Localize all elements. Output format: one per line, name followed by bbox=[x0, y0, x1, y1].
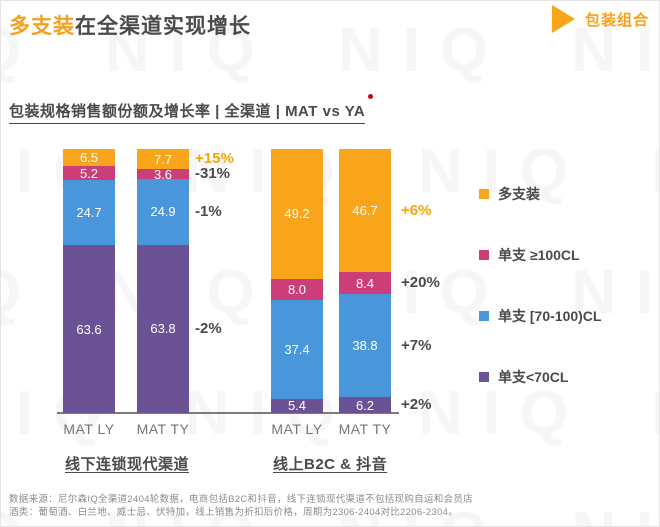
page-title-rest: 在全渠道实现增长 bbox=[75, 15, 251, 38]
growth-label: -31% bbox=[195, 165, 231, 183]
growth-label: +7% bbox=[401, 336, 432, 354]
footnote-line1: 数据来源：尼尔森IQ全渠道2404轮数据，电商包括B2C和抖音，线下连锁现代渠道… bbox=[9, 494, 473, 505]
segment-value: 7.7 bbox=[153, 151, 173, 167]
segment-value: 8.4 bbox=[355, 275, 375, 291]
segment-单支<70CL: 63.6 bbox=[63, 245, 115, 413]
segment-value: 24.9 bbox=[150, 204, 176, 220]
triangle-icon bbox=[551, 5, 575, 33]
x-axis-label: MAT TY bbox=[136, 421, 190, 437]
segment-单支 ≥100CL: 8.0 bbox=[271, 278, 323, 300]
segment-单支 [70-100)CL: 38.8 bbox=[339, 294, 391, 397]
segment-value: 6.2 bbox=[355, 397, 375, 413]
legend-label: 单支 ≥100CL bbox=[498, 247, 580, 263]
segment-单支<70CL: 5.4 bbox=[271, 398, 323, 414]
legend-swatch-icon bbox=[479, 372, 489, 382]
segment-单支 ≥100CL: 5.2 bbox=[63, 166, 115, 180]
segment-value: 8.0 bbox=[287, 281, 307, 297]
segment-单支<70CL: 63.8 bbox=[137, 244, 189, 413]
x-axis-label: MAT LY bbox=[271, 421, 323, 437]
segment-单支 ≥100CL: 8.4 bbox=[339, 272, 391, 295]
category-badge: 包装组合 bbox=[551, 5, 649, 33]
legend-label: 多支装 bbox=[498, 186, 540, 202]
growth-label: -1% bbox=[195, 202, 222, 220]
footnote-line2: 酒类：葡萄酒、白兰地、威士忌、伏特加，线上销售为折扣后价格，周期为2306-24… bbox=[9, 507, 459, 518]
growth-label: +2% bbox=[401, 396, 432, 414]
legend-swatch-icon bbox=[479, 311, 489, 321]
segment-单支 [70-100)CL: 24.7 bbox=[63, 179, 115, 246]
segment-value: 37.4 bbox=[284, 341, 310, 357]
growth-label: -2% bbox=[195, 319, 222, 337]
segment-value: 63.6 bbox=[76, 321, 102, 337]
legend-label: 单支<70CL bbox=[498, 369, 569, 385]
group-label: 线上B2C & 抖音 bbox=[273, 456, 388, 473]
segment-value: 46.7 bbox=[352, 203, 378, 219]
stacked-bar-线下连锁现代渠道-MAT LY: 6.5 5.2 24.7 63.6 bbox=[63, 149, 115, 413]
stacked-bar-线上B2C & 抖音-MAT TY: 46.7 8.4 38.8 6.2 bbox=[339, 149, 391, 414]
x-axis-label: MAT LY bbox=[63, 421, 115, 437]
segment-单支 [70-100)CL: 37.4 bbox=[271, 299, 323, 399]
x-axis-line bbox=[57, 412, 399, 414]
legend-swatch-icon bbox=[479, 189, 489, 199]
segment-value: 63.8 bbox=[150, 321, 176, 337]
segment-value: 3.6 bbox=[153, 166, 173, 182]
legend-item-多支装: 多支装 bbox=[479, 184, 540, 204]
x-axis-label: MAT TY bbox=[338, 421, 392, 437]
group-label: 线下连锁现代渠道 bbox=[65, 456, 190, 473]
segment-value: 5.4 bbox=[287, 398, 307, 414]
footnote: 数据来源：尼尔森IQ全渠道2404轮数据，电商包括B2C和抖音，线下连锁现代渠道… bbox=[9, 493, 473, 519]
stacked-bar-线上B2C & 抖音-MAT LY: 49.2 8.0 37.4 5.4 bbox=[271, 149, 323, 413]
segment-value: 38.8 bbox=[352, 338, 378, 354]
segment-value: 24.7 bbox=[76, 204, 102, 220]
segment-单支 ≥100CL: 3.6 bbox=[137, 166, 189, 182]
page-title: 多支装在全渠道实现增长 bbox=[9, 10, 251, 40]
stacked-bar-线下连锁现代渠道-MAT TY: 7.7 3.6 24.9 63.8 bbox=[137, 149, 189, 413]
segment-单支<70CL: 6.2 bbox=[339, 396, 391, 414]
chart-subtitle-wrap: 包装规格销售额份额及增长率 | 全渠道 | MAT vs YA bbox=[9, 94, 374, 124]
growth-label: +6% bbox=[401, 201, 432, 219]
growth-label: +15% bbox=[195, 150, 234, 168]
segment-多支装: 46.7 bbox=[339, 149, 391, 273]
growth-label: +20% bbox=[401, 274, 440, 292]
legend-swatch-icon bbox=[479, 250, 489, 260]
segment-多支装: 49.2 bbox=[271, 149, 323, 279]
legend-item-单支 [70-100)CL: 单支 [70-100)CL bbox=[479, 306, 601, 326]
page-title-highlight: 多支装 bbox=[9, 15, 75, 38]
red-dot-icon bbox=[368, 94, 374, 99]
chart-subtitle: 包装规格销售额份额及增长率 | 全渠道 | MAT vs YA bbox=[9, 100, 366, 124]
segment-多支装: 7.7 bbox=[137, 149, 189, 170]
segment-value: 6.5 bbox=[79, 150, 99, 166]
legend-item-单支 ≥100CL: 单支 ≥100CL bbox=[479, 245, 580, 265]
segment-多支装: 6.5 bbox=[63, 149, 115, 167]
segment-value: 49.2 bbox=[284, 206, 310, 222]
segment-value: 5.2 bbox=[79, 165, 99, 181]
category-badge-label: 包装组合 bbox=[584, 11, 649, 29]
segment-单支 [70-100)CL: 24.9 bbox=[137, 178, 189, 245]
legend-label: 单支 [70-100)CL bbox=[498, 308, 602, 324]
legend-item-单支<70CL: 单支<70CL bbox=[479, 367, 568, 387]
